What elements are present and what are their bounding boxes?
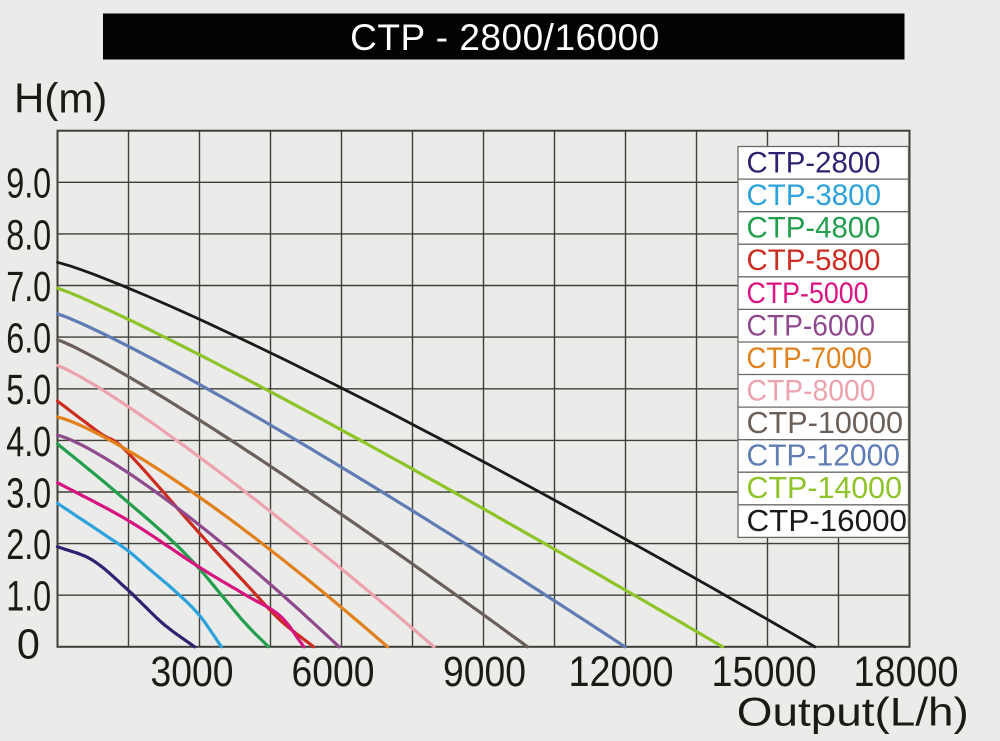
svg-text:CTP - 2800/16000: CTP - 2800/16000 xyxy=(350,17,660,58)
svg-text:CTP-5800: CTP-5800 xyxy=(747,244,881,277)
svg-text:CTP-6000: CTP-6000 xyxy=(747,309,876,342)
svg-text:CTP-5000: CTP-5000 xyxy=(747,277,869,310)
svg-text:8.0: 8.0 xyxy=(6,212,51,259)
svg-text:0: 0 xyxy=(17,622,40,669)
svg-text:3000: 3000 xyxy=(151,649,234,696)
svg-text:18000: 18000 xyxy=(854,649,959,696)
svg-text:9000: 9000 xyxy=(443,649,526,696)
svg-text:H(m): H(m) xyxy=(14,75,107,122)
svg-text:6.0: 6.0 xyxy=(6,316,51,363)
svg-text:5.0: 5.0 xyxy=(6,367,51,414)
svg-text:CTP-8000: CTP-8000 xyxy=(747,375,876,408)
svg-text:1.0: 1.0 xyxy=(6,574,51,621)
svg-text:CTP-10000: CTP-10000 xyxy=(747,405,904,440)
svg-text:2.0: 2.0 xyxy=(6,522,51,569)
svg-text:CTP-4800: CTP-4800 xyxy=(747,212,881,245)
svg-text:6000: 6000 xyxy=(292,649,375,696)
svg-text:CTP-12000: CTP-12000 xyxy=(747,438,901,473)
svg-text:CTP-14000: CTP-14000 xyxy=(747,470,903,505)
svg-text:7.0: 7.0 xyxy=(6,264,51,311)
svg-text:Output(L/h): Output(L/h) xyxy=(737,691,969,735)
svg-text:9.0: 9.0 xyxy=(6,161,51,208)
svg-text:CTP-3800: CTP-3800 xyxy=(747,179,882,212)
svg-text:3.0: 3.0 xyxy=(6,470,51,517)
svg-text:4.0: 4.0 xyxy=(6,419,51,466)
svg-text:CTP-16000: CTP-16000 xyxy=(747,503,908,538)
svg-text:12000: 12000 xyxy=(569,649,674,696)
svg-text:CTP-2800: CTP-2800 xyxy=(747,147,881,180)
svg-text:15000: 15000 xyxy=(712,649,817,696)
svg-text:CTP-7000: CTP-7000 xyxy=(747,342,873,375)
